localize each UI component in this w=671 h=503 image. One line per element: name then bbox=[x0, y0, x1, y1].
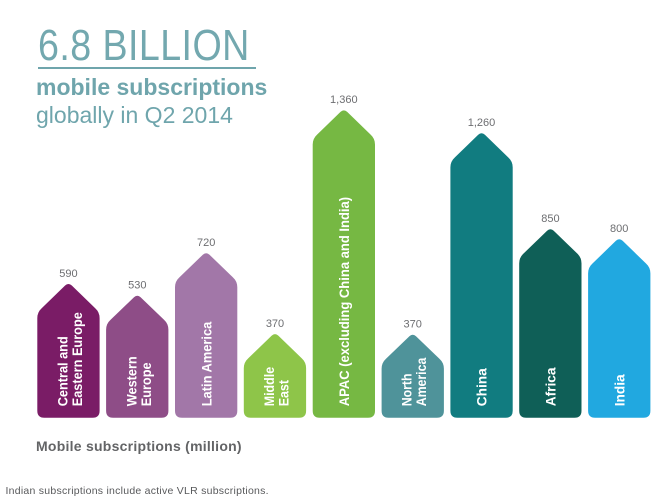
svg-text:370: 370 bbox=[404, 319, 422, 331]
svg-text:1,260: 1,260 bbox=[468, 117, 496, 129]
svg-text:China: China bbox=[475, 368, 490, 406]
svg-text:720: 720 bbox=[197, 237, 215, 249]
svg-text:590: 590 bbox=[59, 268, 77, 280]
svg-text:370: 370 bbox=[266, 318, 284, 330]
svg-text:Europe: Europe bbox=[138, 362, 154, 406]
svg-text:1,360: 1,360 bbox=[330, 94, 358, 106]
svg-text:530: 530 bbox=[128, 280, 146, 292]
svg-text:800: 800 bbox=[610, 223, 628, 235]
svg-text:North: North bbox=[399, 373, 415, 406]
svg-text:India: India bbox=[612, 374, 627, 406]
svg-text:Africa: Africa bbox=[544, 367, 559, 406]
svg-text:Central and: Central and bbox=[55, 336, 71, 406]
svg-text:APAC (excluding China and Indi: APAC (excluding China and India) bbox=[337, 197, 352, 406]
svg-text:Latin America: Latin America bbox=[199, 321, 214, 406]
svg-text:East: East bbox=[276, 379, 292, 406]
svg-text:Western: Western bbox=[124, 356, 140, 406]
svg-text:850: 850 bbox=[541, 213, 559, 225]
svg-text:Middle: Middle bbox=[261, 367, 277, 406]
svg-text:America: America bbox=[414, 357, 430, 406]
svg-text:Eastern Europe: Eastern Europe bbox=[69, 312, 85, 406]
